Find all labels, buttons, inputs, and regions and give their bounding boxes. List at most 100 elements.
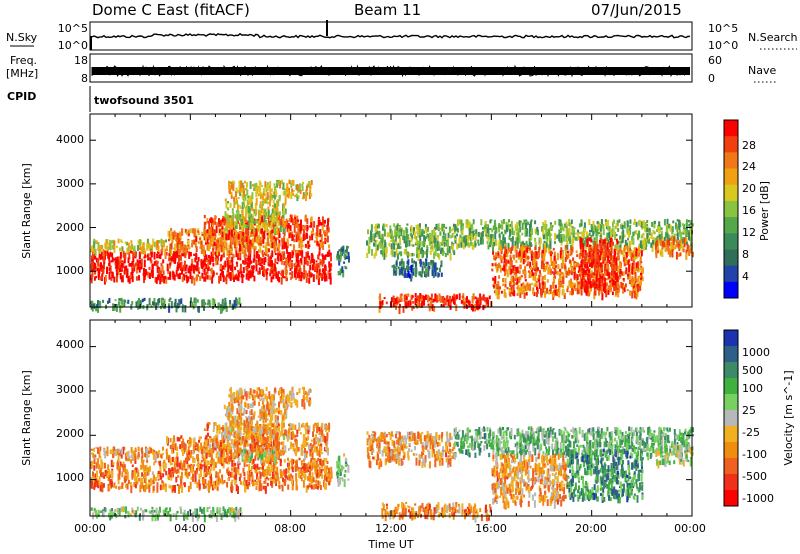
range-gate-cell (657, 237, 660, 244)
range-gate-cell (405, 253, 408, 256)
range-gate-cell (241, 209, 244, 216)
range-gate-cell (587, 252, 590, 256)
range-gate-cell (606, 282, 608, 287)
range-gate-cell (132, 256, 135, 263)
range-gate-cell (458, 293, 461, 300)
range-gate-cell (468, 302, 471, 305)
range-gate-cell (234, 248, 237, 252)
range-gate-cell (427, 303, 430, 306)
range-gate-cell (563, 265, 566, 269)
range-gate-cell (303, 225, 306, 231)
range-gate-cell (267, 234, 270, 241)
range-gate-cell (308, 483, 311, 488)
range-gate-cell (281, 241, 284, 246)
range-gate-cell (474, 233, 477, 241)
range-gate-cell (434, 293, 437, 302)
range-gate-cell (595, 274, 598, 282)
range-gate-cell (259, 242, 262, 245)
range-gate-cell (641, 241, 643, 250)
range-gate-cell (339, 253, 342, 260)
range-gate-cell (131, 472, 134, 480)
range-gate-cell (562, 272, 565, 280)
range-gate-cell (382, 223, 385, 229)
range-gate-cell (201, 479, 204, 485)
range-gate-cell (639, 275, 642, 278)
range-gate-cell (233, 196, 236, 202)
range-gate-cell (671, 249, 674, 258)
range-gate-cell (289, 225, 292, 231)
range-gate-cell (273, 264, 276, 272)
range-gate-cell (651, 233, 653, 237)
range-gate-cell (410, 225, 413, 229)
range-gate-cell (430, 245, 433, 249)
range-gate-cell (315, 483, 318, 489)
range-gate-cell (675, 251, 678, 260)
range-gate-cell (274, 217, 277, 220)
range-gate-cell (588, 262, 591, 267)
range-gate-cell (448, 226, 451, 233)
range-gate-cell (122, 250, 125, 258)
range-gate-cell (646, 227, 649, 233)
range-gate-cell (142, 248, 145, 255)
range-gate-cell (115, 305, 118, 312)
range-gate-cell (318, 234, 321, 238)
range-gate-cell (244, 253, 247, 257)
range-gate-cell (415, 239, 418, 245)
range-gate-cell (224, 226, 227, 231)
range-gate-cell (658, 221, 661, 227)
range-gate-cell (253, 275, 256, 282)
range-gate-cell (283, 459, 286, 463)
range-gate-cell (584, 249, 587, 256)
range-gate-cell (436, 235, 439, 238)
range-gate-cell (245, 257, 248, 261)
range-gate-cell (524, 279, 527, 282)
range-gate-cell (91, 258, 93, 266)
range-gate-cell (642, 220, 645, 227)
range-gate-cell (295, 231, 298, 235)
range-gate-cell (318, 243, 321, 251)
range-gate-cell (518, 240, 521, 244)
range-gate-cell (298, 470, 301, 479)
range-gate-cell (253, 227, 256, 233)
range-gate-cell (244, 194, 247, 197)
range-gate-cell (573, 282, 576, 287)
range-gate-cell (487, 237, 490, 241)
range-gate-cell (270, 230, 273, 234)
range-gate-cell (432, 246, 435, 250)
range-gate-cell (242, 215, 245, 219)
range-gate-cell (622, 290, 625, 294)
range-gate-cell (154, 277, 157, 283)
range-gate-cell (408, 240, 411, 247)
range-gate-cell (490, 238, 492, 244)
range-gate-cell (266, 232, 269, 236)
range-gate-cell (379, 297, 381, 305)
range-gate-cell (511, 240, 514, 248)
range-gate-cell (577, 262, 580, 268)
range-gate-cell (161, 245, 164, 253)
range-gate-cell (277, 271, 280, 274)
range-gate-cell (625, 252, 628, 258)
range-gate-cell (227, 201, 230, 204)
cpid-label: CPID (7, 90, 36, 103)
range-gate-cell (522, 269, 525, 275)
range-gate-cell (665, 232, 667, 238)
range-gate-cell (541, 276, 544, 283)
range-gate-cell (494, 227, 497, 232)
range-gate-cell (291, 484, 294, 491)
range-gate-cell (203, 262, 206, 266)
range-gate-cell (530, 268, 533, 277)
range-gate-cell (261, 258, 264, 264)
range-gate-cell (426, 226, 429, 232)
range-gate-cell (396, 224, 399, 231)
range-gate-cell (131, 276, 134, 283)
range-gate-cell (189, 228, 192, 234)
range-gate-cell (586, 235, 589, 239)
range-gate-cell (218, 237, 221, 244)
range-gate-cell (228, 250, 231, 254)
range-gate-cell (405, 241, 407, 248)
range-gate-cell (195, 236, 198, 242)
range-gate-cell (261, 228, 263, 235)
range-gate-cell (668, 237, 671, 241)
range-gate-cell (663, 241, 666, 248)
range-gate-cell (598, 257, 601, 265)
